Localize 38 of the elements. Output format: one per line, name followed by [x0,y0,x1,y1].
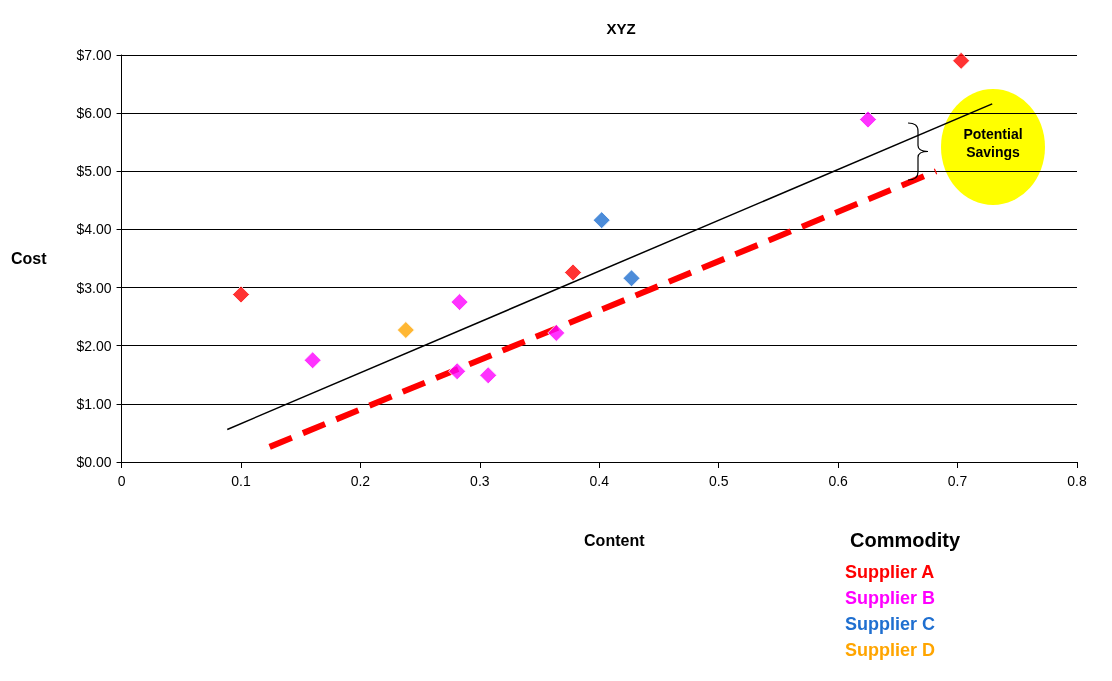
y-tick-label: $3.00 [76,279,112,296]
point [231,285,250,304]
point [564,263,582,282]
chart-title: XYZ [606,20,636,37]
y-tick-label: $7.00 [76,47,112,63]
x-tick-label: 0.1 [231,473,251,489]
y-tick-label: $0.00 [76,454,112,470]
point [303,351,322,370]
x-tick-label: 0 [117,473,126,489]
x-tick-label: 0.4 [589,473,610,489]
point [450,293,469,312]
x-axis-title: Content [584,531,646,549]
point [479,366,498,385]
text: Supplier D [845,640,936,660]
y-tick-label: $5.00 [76,163,112,180]
y-axis-title: Cost [10,250,48,267]
point [622,269,641,288]
text: Supplier B [845,588,936,608]
x-tick-label: 0.3 [470,473,490,489]
point [592,211,611,230]
x-tick-label: 0.8 [1067,473,1087,489]
point [396,321,415,340]
point [448,362,467,381]
x-tick-label: 0.7 [947,473,968,489]
y-tick-label: $6.00 [76,105,112,122]
y-tick-label: $1.00 [76,395,112,412]
text: Supplier A [845,562,935,582]
x-tick-label: 0.2 [350,473,371,489]
point [859,110,877,129]
annotation: Potential Savings [962,125,1024,161]
point [952,51,971,70]
legend-title: Commodity [850,529,961,551]
y-tick-label: $2.00 [76,337,112,354]
text: Supplier C [845,614,936,634]
point [547,323,566,342]
y-tick-label: $4.00 [76,221,112,238]
x-tick-label: 0.5 [708,473,729,489]
x-tick-label: 0.6 [828,473,849,489]
